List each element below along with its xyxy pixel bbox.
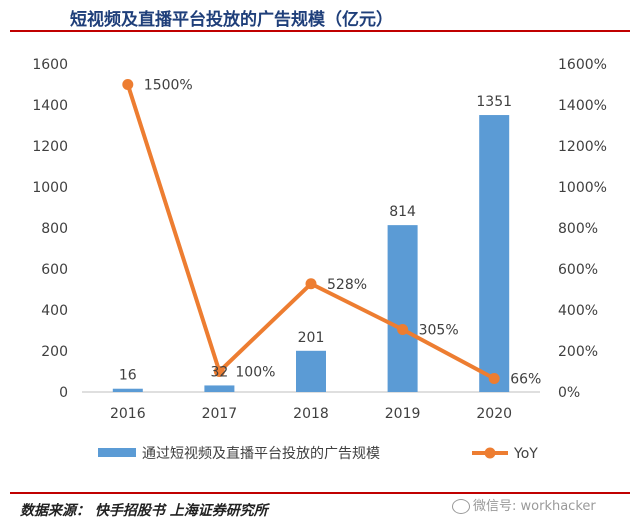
y-tick-label-left: 1600 bbox=[32, 57, 68, 73]
footer-rule bbox=[10, 492, 630, 494]
watermark: 微信号: workhacker bbox=[452, 495, 596, 514]
y-tick-label-right: 1400% bbox=[558, 98, 607, 114]
legend-swatch-bar bbox=[98, 448, 136, 457]
y-tick-label-left: 200 bbox=[41, 344, 68, 360]
bar-data-label: 201 bbox=[298, 330, 325, 346]
x-tick-label: 2020 bbox=[476, 406, 512, 422]
yoy-data-label: 528% bbox=[327, 277, 367, 293]
yoy-data-label: 100% bbox=[235, 365, 275, 381]
yoy-point bbox=[213, 366, 225, 377]
y-tick-label-right: 1600% bbox=[558, 57, 607, 73]
y-tick-label-left: 0 bbox=[59, 385, 68, 401]
x-tick-label: 2016 bbox=[110, 406, 146, 422]
chart-title-bar: 短视频及直播平台投放的广告规模（亿元） bbox=[10, 0, 630, 30]
y-tick-label-right: 0% bbox=[558, 385, 580, 401]
yoy-series bbox=[122, 79, 500, 384]
y-tick-label-right: 400% bbox=[558, 303, 598, 319]
x-tick-label: 2019 bbox=[385, 406, 421, 422]
title-rule bbox=[10, 30, 630, 32]
data-labels: 16 32 201 814 1351 1500% 100% 528% 305% 66% bbox=[119, 78, 541, 388]
bar bbox=[296, 350, 326, 392]
yoy-point bbox=[488, 372, 500, 384]
chart: 0 200 400 600 800 1000 1200 1400 1600 0% 200% 400% 6… bbox=[32, 57, 607, 462]
chart-axes: 0 200 400 600 800 1000 1200 1400 1600 0% 200% 400% 6… bbox=[32, 57, 607, 422]
yoy-data-label: 1500% bbox=[144, 78, 193, 94]
watermark-text: 微信号: workhacker bbox=[473, 499, 596, 514]
y-tick-label-right: 600% bbox=[558, 262, 598, 278]
yoy-point bbox=[397, 323, 409, 335]
y-tick-label-left: 400 bbox=[41, 303, 68, 319]
y-tick-label-left: 1000 bbox=[32, 180, 68, 196]
yoy-point bbox=[122, 79, 134, 90]
x-tick-label: 2017 bbox=[202, 406, 238, 422]
y-tick-label-left: 800 bbox=[41, 221, 68, 237]
y-tick-label-right: 800% bbox=[558, 221, 598, 237]
bar-data-label: 32 bbox=[210, 364, 228, 380]
bar-data-label: 1351 bbox=[476, 94, 512, 110]
yoy-data-label: 66% bbox=[510, 371, 541, 387]
y-tick-label-left: 1200 bbox=[32, 139, 68, 155]
y-tick-label-left: 1400 bbox=[32, 98, 68, 114]
wechat-icon bbox=[452, 499, 470, 514]
bar-series bbox=[112, 115, 510, 393]
chart-title: 短视频及直播平台投放的广告规模（亿元） bbox=[70, 10, 393, 30]
y-tick-label-right: 1000% bbox=[558, 180, 607, 196]
legend-label-yoy: YoY bbox=[513, 446, 538, 462]
bar bbox=[112, 388, 143, 392]
bar-data-label: 814 bbox=[389, 204, 416, 220]
y-tick-label-left: 600 bbox=[41, 262, 68, 278]
bar bbox=[387, 225, 418, 392]
bar-data-label: 16 bbox=[119, 368, 137, 384]
yoy-data-label: 305% bbox=[419, 322, 459, 338]
source-note: 数据来源： 快手招股书 上海证券研究所 bbox=[20, 503, 268, 519]
bar bbox=[479, 115, 510, 393]
y-tick-label-right: 1200% bbox=[558, 139, 607, 155]
legend-label-bar: 通过短视频及直播平台投放的广告规模 bbox=[142, 445, 380, 462]
legend-swatch-marker bbox=[484, 447, 496, 459]
y-tick-label-right: 200% bbox=[558, 344, 598, 360]
x-tick-label: 2018 bbox=[293, 406, 329, 422]
bar bbox=[204, 385, 235, 392]
yoy-point bbox=[305, 278, 317, 290]
legend: 通过短视频及直播平台投放的广告规模 YoY bbox=[98, 445, 538, 462]
